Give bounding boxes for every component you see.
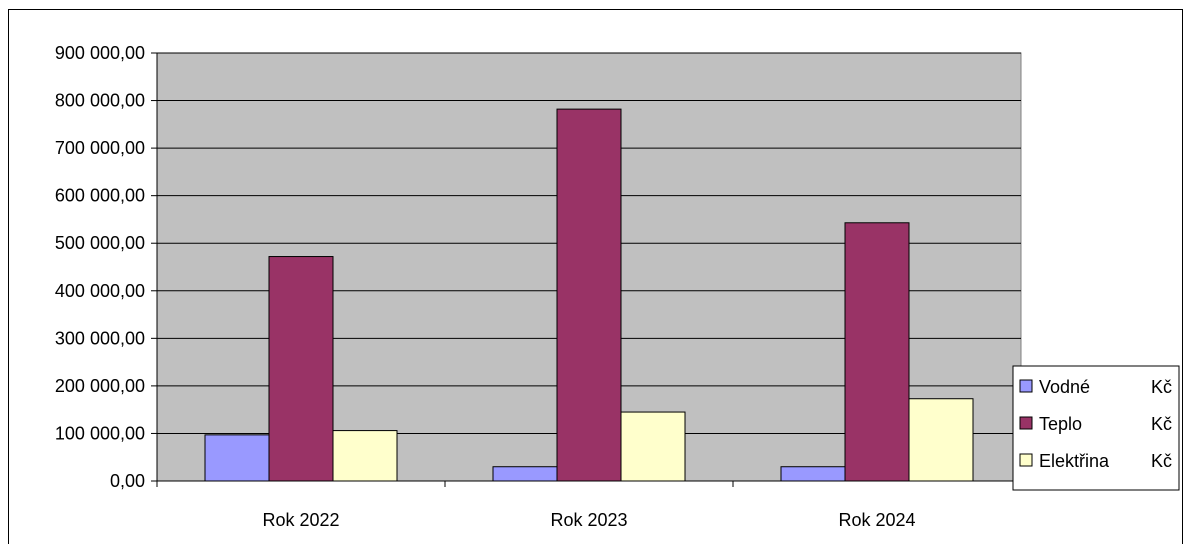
legend-swatch	[1019, 379, 1033, 393]
bar-elektřina-rok-2023	[620, 411, 686, 482]
bar-elektřina-rok-2022	[332, 430, 398, 482]
x-tick-label: Rok 2024	[838, 510, 915, 530]
legend-swatch	[1019, 416, 1033, 430]
bars	[204, 108, 974, 482]
legend-unit: Kč	[1151, 451, 1172, 471]
legend: Vodné Kč Teplo Kč Elektřina Kč	[1012, 365, 1180, 491]
legend-swatch	[1019, 453, 1033, 467]
legend-box	[1012, 365, 1180, 491]
x-tick-label: Rok 2022	[262, 510, 339, 530]
y-tick-label: 800 000,00	[55, 91, 145, 111]
bar-teplo-rok-2022	[268, 256, 334, 482]
legend-unit: Kč	[1151, 414, 1172, 434]
y-tick-label: 600 000,00	[55, 186, 145, 206]
bar-teplo-rok-2023	[556, 108, 622, 482]
bar-teplo-rok-2024	[844, 222, 910, 482]
bar-vodné-rok-2022	[204, 434, 270, 482]
bar-vodné-rok-2024	[780, 466, 846, 482]
legend-label: Teplo	[1039, 414, 1082, 434]
legend-label: Elektřina	[1039, 451, 1110, 471]
x-tick-label: Rok 2023	[550, 510, 627, 530]
y-tick-label: 900 000,00	[55, 43, 145, 63]
y-tick-label: 200 000,00	[55, 376, 145, 396]
y-tick-label: 0,00	[110, 471, 145, 491]
bar-elektřina-rok-2024	[908, 398, 974, 482]
y-tick-label: 700 000,00	[55, 138, 145, 158]
y-tick-label: 500 000,00	[55, 233, 145, 253]
axes: 0,00 100 000,00 200 000,00 300 000,00 400 00…	[55, 43, 1022, 530]
y-tick-label: 400 000,00	[55, 281, 145, 301]
bar-vodné-rok-2023	[492, 466, 558, 482]
legend-unit: Kč	[1151, 377, 1172, 397]
y-tick-label: 300 000,00	[55, 328, 145, 348]
legend-label: Vodné	[1039, 377, 1090, 397]
y-tick-label: 100 000,00	[55, 423, 145, 443]
